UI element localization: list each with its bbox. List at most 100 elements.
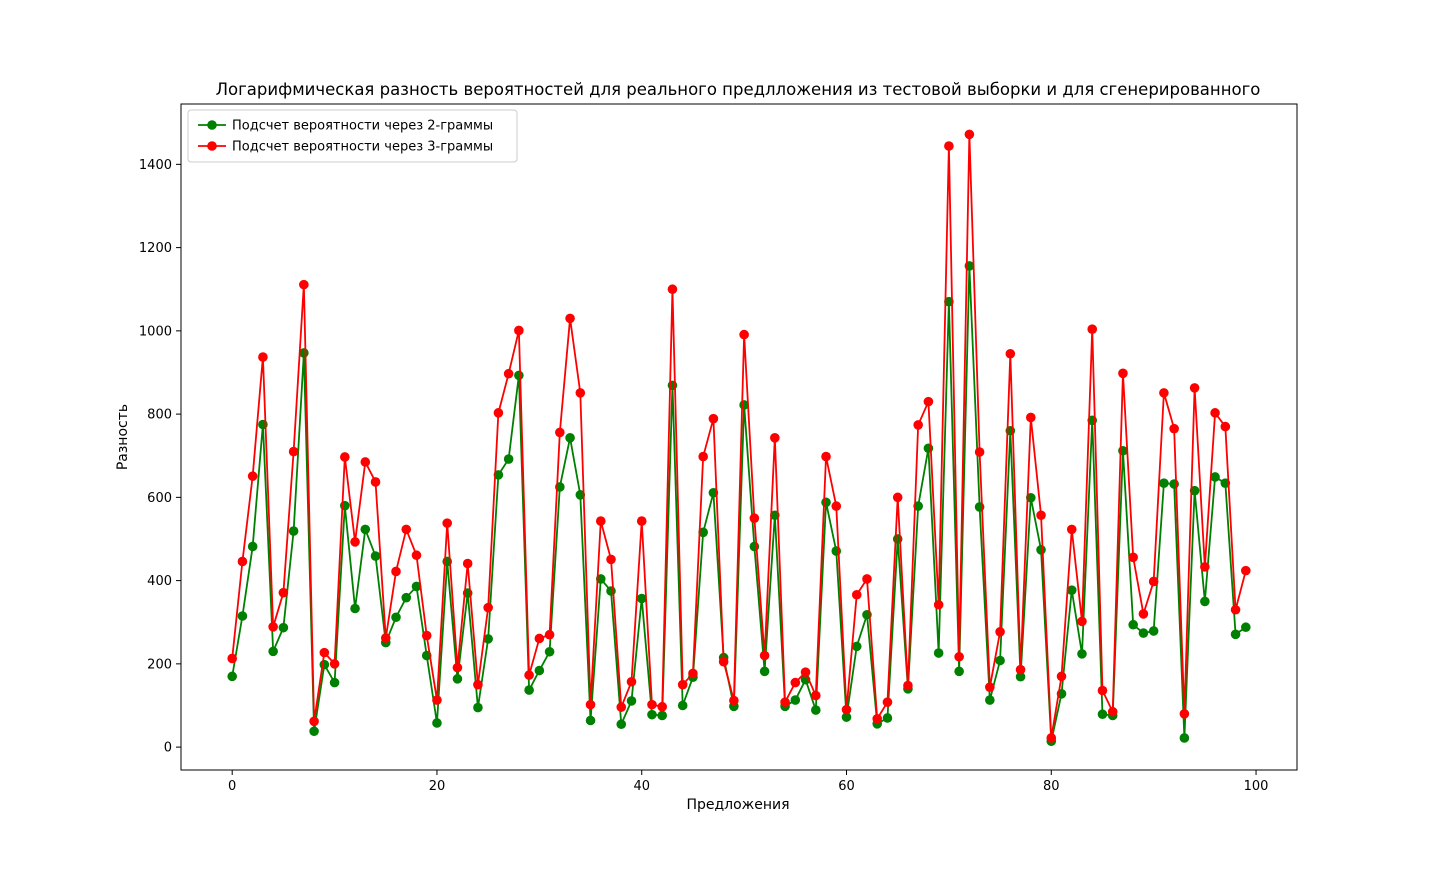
data-point [1159, 388, 1169, 398]
data-point [1159, 478, 1169, 489]
x-tick-label: 60 [838, 779, 855, 794]
x-tick-label: 80 [1043, 779, 1060, 794]
data-point [391, 612, 401, 623]
data-point [616, 702, 627, 712]
y-tick-label: 1000 [139, 324, 172, 339]
data-point [780, 697, 790, 707]
data-point [1066, 585, 1077, 595]
data-point [544, 646, 555, 657]
data-point [790, 677, 801, 688]
data-point [350, 603, 360, 614]
data-point [667, 284, 678, 295]
data-point [626, 676, 637, 687]
data-point [1220, 421, 1231, 432]
data-point [1138, 628, 1149, 638]
data-point [401, 592, 412, 603]
legend-box [187, 109, 518, 163]
data-point [1118, 368, 1128, 379]
data-point [380, 633, 391, 643]
legend-label: Подсчет вероятности через 3-граммы [232, 140, 493, 155]
y-axis: 0 200 400 600 800 1000 1200 1400 [139, 158, 181, 756]
data-point [903, 680, 913, 691]
data-point [544, 629, 555, 640]
data-point [268, 646, 278, 657]
data-point [565, 313, 575, 324]
data-point [360, 524, 371, 535]
data-point [872, 714, 883, 724]
data-point [821, 497, 831, 508]
data-point [759, 650, 770, 661]
data-point [1138, 609, 1149, 619]
data-point [370, 551, 381, 561]
y-tick-label: 1400 [139, 158, 172, 173]
data-point [729, 695, 739, 706]
data-point [340, 452, 350, 462]
x-axis-label: Предложения [686, 797, 789, 813]
data-point [514, 325, 524, 336]
x-axis: 0 20 40 60 80 100 [228, 770, 1268, 794]
data-point [677, 700, 688, 711]
data-point [411, 550, 422, 561]
data-point [677, 679, 688, 690]
data-point [268, 622, 278, 632]
data-point [1097, 685, 1108, 696]
data-point [514, 370, 524, 381]
data-point [1230, 629, 1241, 640]
data-point [974, 447, 985, 457]
data-point [442, 518, 453, 528]
data-point [790, 695, 801, 705]
y-axis-label: Разность [115, 404, 131, 470]
x-tick-label: 40 [633, 779, 650, 794]
data-point [636, 593, 647, 604]
data-point [647, 699, 657, 710]
data-point [933, 599, 944, 610]
data-point [483, 602, 493, 613]
data-point [473, 702, 483, 713]
data-point [452, 662, 463, 673]
data-point [1097, 709, 1108, 720]
data-point [565, 433, 575, 443]
data-point [452, 674, 463, 684]
data-point [247, 541, 258, 552]
y-tick-label: 800 [147, 408, 172, 423]
data-point [237, 556, 248, 567]
data-point [575, 388, 586, 398]
data-point [647, 709, 657, 720]
plot-frame [180, 103, 1298, 771]
data-point [606, 586, 616, 596]
data-point [892, 492, 903, 503]
x-tick-label: 100 [1244, 779, 1269, 794]
data-point [626, 696, 637, 706]
data-point [821, 451, 831, 462]
data-point [862, 574, 872, 584]
data-point [360, 457, 371, 467]
data-point [1107, 706, 1118, 717]
data-point [718, 656, 729, 667]
data-point [1077, 649, 1087, 659]
data-point [636, 516, 647, 526]
data-point [657, 701, 668, 712]
data-point [892, 534, 903, 544]
y-tick-label: 1200 [139, 241, 172, 256]
data-point [851, 641, 862, 652]
data-point [882, 697, 893, 707]
data-point [841, 704, 852, 715]
data-point [1015, 671, 1026, 682]
data-point [985, 682, 995, 692]
data-point [831, 546, 842, 556]
data-point [944, 141, 954, 151]
data-point [1128, 552, 1138, 563]
data-point [319, 659, 330, 670]
series-line-2 [231, 133, 1247, 739]
data-point [606, 554, 616, 565]
series-2 [227, 129, 1251, 743]
legend-marker [207, 120, 217, 130]
data-point [688, 668, 698, 679]
data-point [401, 524, 412, 535]
data-point [247, 471, 258, 481]
data-point [1200, 562, 1210, 572]
legend-item: Подсчет вероятности через 2-граммы [198, 119, 493, 134]
data-point [309, 716, 319, 727]
data-point [1179, 733, 1190, 743]
data-point [483, 634, 493, 644]
